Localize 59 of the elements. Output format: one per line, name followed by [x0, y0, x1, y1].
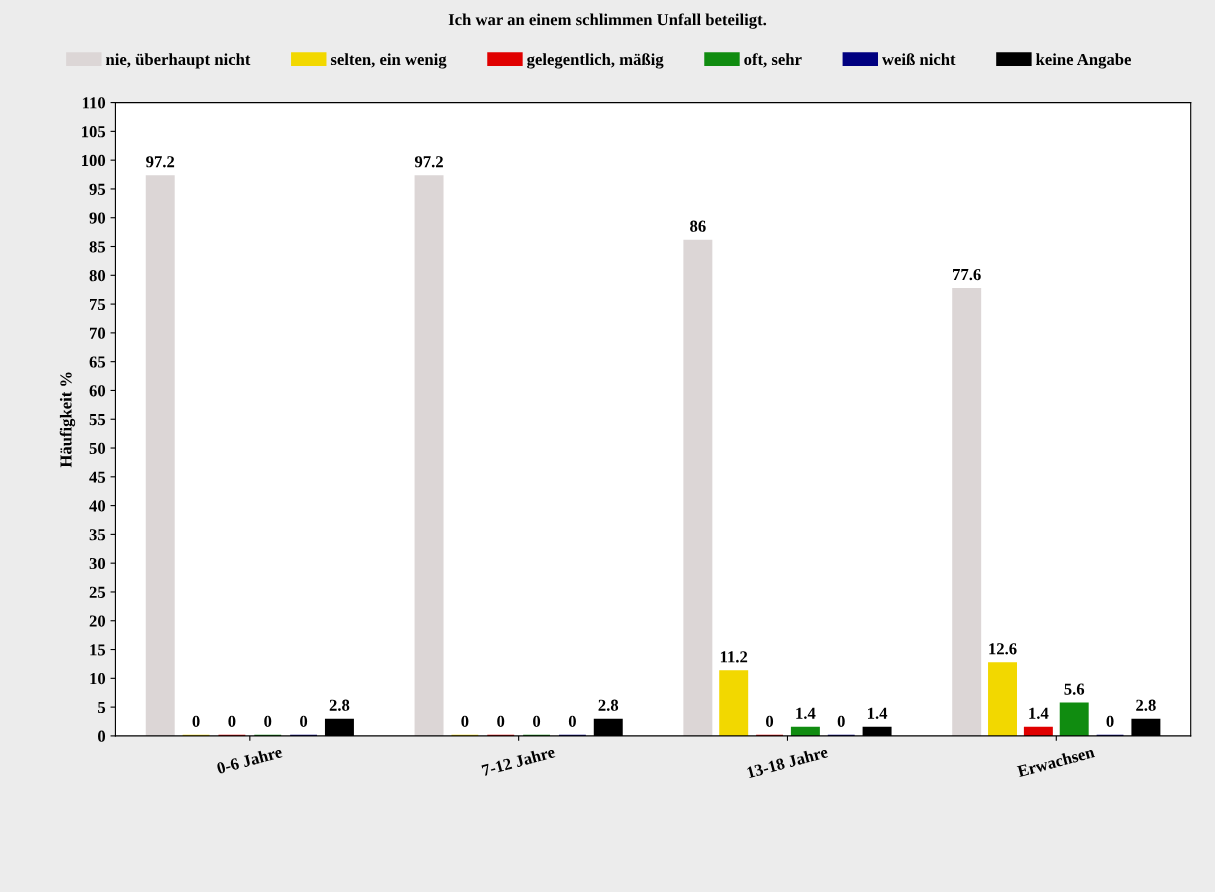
- y-axis-title: Häufigkeit %: [59, 372, 76, 468]
- data-label: 0: [497, 715, 505, 727]
- y-tick-label: 105: [82, 126, 106, 138]
- y-tick-label: 70: [89, 327, 106, 339]
- data-label: 11.2: [720, 651, 748, 663]
- y-tick-label: 15: [90, 644, 106, 656]
- data-label: 1.4: [1029, 707, 1049, 719]
- legend-label: selten, ein wenig: [330, 53, 447, 69]
- y-tick-label: 10: [90, 673, 106, 685]
- data-label: 0: [1106, 715, 1114, 727]
- data-label: 12.6: [989, 643, 1017, 655]
- x-tick-label: 0-6 Jahre: [216, 745, 283, 775]
- y-tick-label: 35: [89, 529, 106, 541]
- y-tick-label: 80: [89, 270, 106, 282]
- legend-label: oft, sehr: [744, 53, 802, 68]
- y-tick-label: 85: [89, 241, 106, 253]
- data-label: 2.8: [598, 699, 619, 711]
- y-tick-label: 75: [89, 298, 106, 311]
- y-tick-label: 95: [89, 183, 106, 195]
- data-label: 0: [300, 715, 308, 727]
- y-tick-label: 110: [82, 97, 106, 109]
- data-label: 0: [533, 715, 541, 727]
- data-label: 0: [766, 715, 774, 727]
- legend-label: nie, überhaupt nicht: [105, 53, 251, 69]
- data-label: 97.2: [414, 156, 443, 168]
- data-label: 0: [192, 715, 200, 727]
- data-label: 1.4: [796, 707, 816, 719]
- y-tick-label: 0: [98, 730, 106, 742]
- y-tick-label: 45: [89, 471, 106, 483]
- data-label: 2.8: [329, 699, 350, 711]
- y-tick-label: 25: [89, 586, 106, 598]
- legend-label: gelegentlich, mäßig: [527, 53, 664, 69]
- data-label: 86: [690, 220, 706, 232]
- y-tick-label: 90: [89, 212, 106, 224]
- data-label: 2.8: [1136, 699, 1156, 711]
- legend-label: keine Angabe: [1035, 53, 1131, 69]
- data-label: 97.2: [146, 156, 175, 168]
- legend-label: weiß nicht: [882, 53, 956, 66]
- y-tick-label: 55: [89, 414, 106, 426]
- data-label: 0: [461, 715, 469, 727]
- x-tick-label: 13-18 Jahre: [746, 745, 829, 779]
- y-tick-label: 65: [89, 356, 106, 368]
- y-tick-label: 40: [89, 500, 106, 512]
- x-tick-label: Erwachsen: [1016, 745, 1096, 778]
- data-label: 0: [568, 715, 576, 727]
- data-label: 0: [264, 715, 272, 727]
- y-tick-label: 50: [89, 442, 106, 454]
- y-tick-label: 30: [89, 557, 106, 570]
- data-label: 1.4: [868, 707, 888, 719]
- data-label: 0: [228, 715, 236, 727]
- y-tick-label: 5: [98, 701, 106, 714]
- chart-title: Ich war an einem schlimmen Unfall beteiligt.: [448, 13, 767, 29]
- y-tick-label: 20: [89, 615, 106, 627]
- data-label: 77.6: [953, 268, 981, 281]
- y-tick-label: 60: [89, 385, 106, 397]
- data-label: 0: [837, 715, 845, 727]
- x-tick-label: 7-12 Jahre: [481, 745, 556, 777]
- y-tick-label: 100: [82, 154, 106, 167]
- data-label: 5.6: [1064, 683, 1085, 695]
